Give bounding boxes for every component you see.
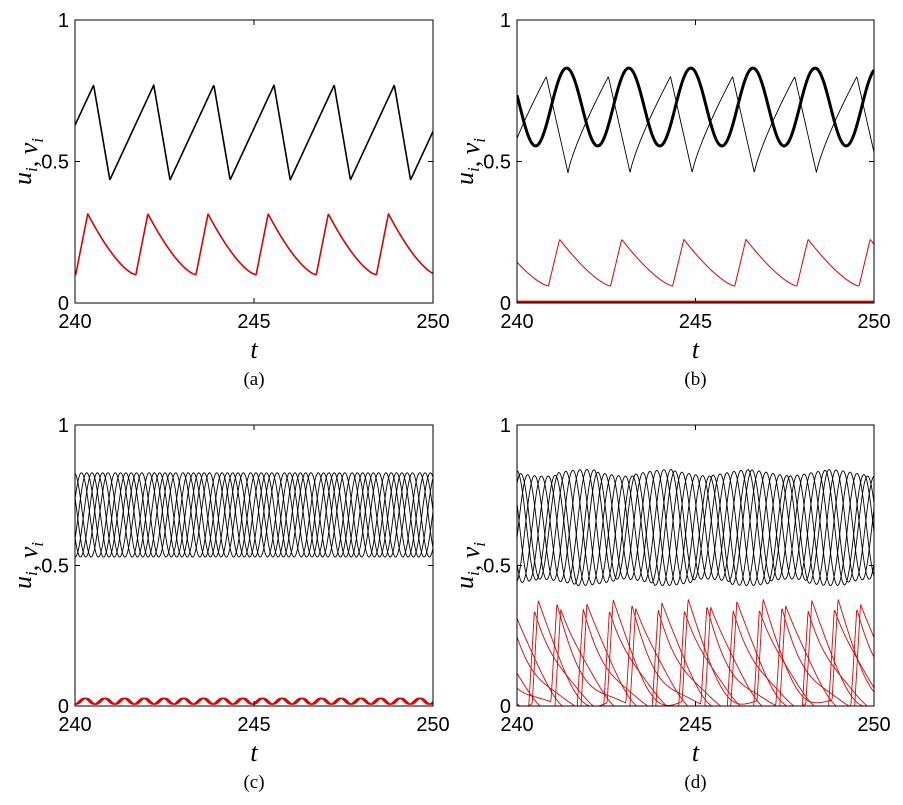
series-line-red-1-1 bbox=[517, 608, 868, 706]
x-axis-label: t bbox=[250, 738, 258, 767]
x-tick-label: 245 bbox=[679, 311, 712, 333]
series-line-black-0-0 bbox=[517, 66, 874, 148]
series-line-red-1-2 bbox=[517, 610, 874, 706]
y-tick-label: 1 bbox=[58, 10, 69, 32]
y-tick-label: 0.5 bbox=[41, 152, 69, 174]
series-line-black-1-0 bbox=[517, 76, 874, 174]
y-tick-label: 0.5 bbox=[41, 556, 69, 578]
y-axis-label: ui, vi bbox=[450, 138, 489, 185]
x-tick-label: 245 bbox=[679, 714, 712, 736]
panel-caption: (b) bbox=[684, 369, 706, 390]
y-axis-label: ui, vi bbox=[450, 542, 489, 589]
series-line-red-1-0 bbox=[75, 213, 433, 276]
y-tick-label: 1 bbox=[500, 10, 511, 32]
x-axis-label: t bbox=[692, 335, 700, 364]
x-tick-label: 240 bbox=[500, 714, 533, 736]
x-tick-label: 240 bbox=[58, 714, 91, 736]
plot-area bbox=[517, 469, 874, 706]
x-tick-label: 250 bbox=[416, 714, 449, 736]
x-tick-label: 240 bbox=[58, 311, 91, 333]
series-line-red-1-3 bbox=[517, 604, 874, 706]
y-tick-label: 0 bbox=[500, 293, 511, 315]
plot-area bbox=[517, 66, 874, 303]
x-axis-label: t bbox=[250, 335, 258, 364]
panel-caption: (d) bbox=[684, 772, 706, 793]
plot-area bbox=[75, 84, 433, 276]
series-line-black-0-1 bbox=[75, 472, 433, 558]
x-tick-label: 245 bbox=[237, 311, 270, 333]
axes-frame bbox=[74, 424, 434, 707]
x-tick-label: 240 bbox=[500, 311, 533, 333]
y-tick-label: 0 bbox=[58, 293, 69, 315]
panel-d: 240 245 250 0 0.5 1 t ui, vi (d) bbox=[450, 415, 891, 793]
series-line-black-0-0 bbox=[517, 469, 874, 587]
y-tick-label: 0 bbox=[500, 696, 511, 718]
x-tick-label: 245 bbox=[237, 714, 270, 736]
series-line-black-0-4 bbox=[517, 469, 874, 586]
series-line-black-0-2 bbox=[75, 472, 433, 558]
series-line-black-0-5 bbox=[75, 472, 433, 558]
series-line-red-1-4 bbox=[517, 600, 874, 706]
x-tick-label: 250 bbox=[857, 311, 890, 333]
series-line-black-0-5 bbox=[517, 469, 874, 586]
y-tick-label: 1 bbox=[500, 415, 511, 437]
y-tick-label: 1 bbox=[58, 415, 69, 437]
y-axis-label: ui, vi bbox=[8, 542, 47, 589]
x-tick-label: 250 bbox=[857, 714, 890, 736]
y-tick-label: 0.5 bbox=[483, 152, 511, 174]
plot-area bbox=[75, 472, 433, 705]
series-line-red-2-0 bbox=[517, 238, 874, 287]
panel-b: 240 245 250 0 0.5 1 t ui, vi (b) bbox=[450, 10, 891, 390]
panel-caption: (c) bbox=[243, 772, 264, 793]
y-axis-label: ui, vi bbox=[8, 138, 47, 185]
y-tick-label: 0 bbox=[58, 696, 69, 718]
panel-c: 240 245 250 0 0.5 1 t ui, vi (c) bbox=[8, 415, 450, 793]
series-line-black-0-0 bbox=[75, 84, 433, 181]
series-line-red-1-5 bbox=[526, 599, 874, 706]
panel-a: 240 245 250 0 0.5 1 t ui, vi (a) bbox=[8, 10, 450, 390]
x-tick-label: 250 bbox=[416, 311, 449, 333]
panel-caption: (a) bbox=[243, 369, 264, 390]
x-axis-label: t bbox=[692, 738, 700, 767]
series-line-black-0-4 bbox=[75, 472, 433, 558]
y-tick-label: 0.5 bbox=[483, 556, 511, 578]
